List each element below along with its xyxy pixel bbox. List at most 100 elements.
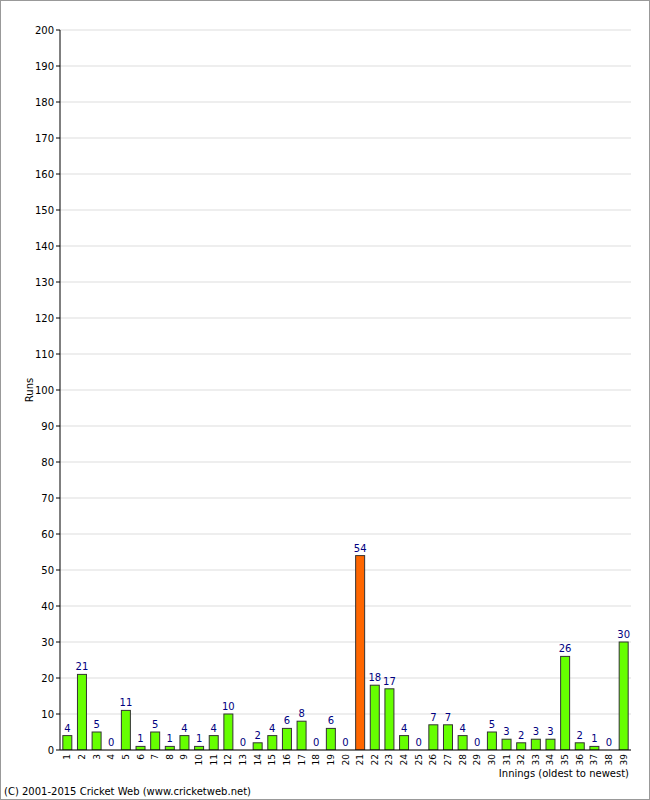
y-tick-label: 0 bbox=[48, 745, 54, 756]
data-label: 1 bbox=[591, 733, 597, 744]
x-tick-label: 26 bbox=[428, 754, 438, 766]
data-label: 3 bbox=[503, 726, 509, 737]
data-label: 3 bbox=[547, 726, 553, 737]
x-tick-label: 32 bbox=[516, 754, 526, 765]
x-tick-label: 11 bbox=[209, 754, 219, 765]
bar bbox=[561, 656, 570, 750]
grid-line bbox=[60, 246, 631, 247]
data-label: 26 bbox=[559, 643, 572, 654]
y-tick bbox=[56, 714, 60, 715]
y-tick-label: 140 bbox=[35, 241, 54, 252]
data-label: 0 bbox=[474, 737, 480, 748]
data-label: 1 bbox=[167, 733, 173, 744]
x-tick-label: 36 bbox=[575, 754, 585, 766]
y-tick-label: 170 bbox=[35, 133, 54, 144]
x-tick-label: 13 bbox=[238, 754, 248, 765]
x-tick-label: 35 bbox=[560, 754, 570, 765]
y-tick-label: 160 bbox=[35, 169, 54, 180]
y-tick bbox=[56, 678, 60, 679]
grid-line bbox=[60, 534, 631, 535]
frame bbox=[1, 1, 650, 800]
bar bbox=[546, 739, 555, 750]
grid-line bbox=[60, 426, 631, 427]
data-label: 2 bbox=[518, 730, 524, 741]
data-label: 21 bbox=[76, 661, 89, 672]
y-tick-label: 120 bbox=[35, 313, 54, 324]
data-label: 0 bbox=[342, 737, 348, 748]
bar bbox=[77, 674, 86, 750]
y-tick-label: 50 bbox=[41, 565, 54, 576]
bar bbox=[92, 732, 101, 750]
data-label: 8 bbox=[298, 708, 304, 719]
bar bbox=[385, 689, 394, 750]
y-tick-label: 180 bbox=[35, 97, 54, 108]
data-label: 54 bbox=[354, 543, 367, 554]
y-tick bbox=[56, 246, 60, 247]
y-tick-label: 10 bbox=[41, 709, 54, 720]
y-tick-label: 100 bbox=[35, 385, 54, 396]
bar bbox=[531, 739, 540, 750]
data-label: 7 bbox=[445, 712, 451, 723]
bar bbox=[443, 725, 452, 750]
y-tick bbox=[56, 30, 60, 31]
bar bbox=[180, 736, 189, 750]
data-label: 2 bbox=[577, 730, 583, 741]
y-tick-label: 20 bbox=[41, 673, 54, 684]
bar bbox=[487, 732, 496, 750]
grid-line bbox=[60, 750, 631, 751]
grid-line bbox=[60, 282, 631, 283]
bar bbox=[253, 743, 262, 750]
x-tick-label: 29 bbox=[472, 754, 482, 766]
bar bbox=[282, 728, 291, 750]
bar bbox=[224, 714, 233, 750]
data-label: 6 bbox=[328, 715, 334, 726]
bar bbox=[502, 739, 511, 750]
y-tick-label: 90 bbox=[41, 421, 54, 432]
data-label: 6 bbox=[284, 715, 290, 726]
y-tick bbox=[56, 462, 60, 463]
data-label: 1 bbox=[137, 733, 143, 744]
data-label: 11 bbox=[120, 697, 133, 708]
x-tick-label: 10 bbox=[194, 754, 204, 766]
data-label: 4 bbox=[401, 723, 407, 734]
bar bbox=[590, 746, 599, 750]
bar bbox=[429, 725, 438, 750]
x-tick-label: 33 bbox=[531, 754, 541, 765]
y-tick bbox=[56, 426, 60, 427]
bar bbox=[297, 721, 306, 750]
bar bbox=[165, 746, 174, 750]
data-label: 4 bbox=[269, 723, 275, 734]
x-tick-label: 14 bbox=[253, 754, 263, 766]
y-tick-label: 130 bbox=[35, 277, 54, 288]
grid-line bbox=[60, 318, 631, 319]
y-axis bbox=[60, 30, 61, 750]
grid-line bbox=[60, 354, 631, 355]
y-axis-label: Runs bbox=[24, 378, 35, 402]
x-tick-label: 22 bbox=[370, 754, 380, 765]
x-tick-label: 2 bbox=[77, 754, 87, 760]
y-tick bbox=[56, 606, 60, 607]
bar bbox=[517, 743, 526, 750]
x-tick-label: 17 bbox=[297, 754, 307, 765]
grid-line bbox=[60, 678, 631, 679]
x-tick-label: 34 bbox=[545, 754, 555, 766]
bar bbox=[619, 642, 628, 750]
x-tick-label: 1 bbox=[62, 754, 72, 760]
x-tick-label: 27 bbox=[443, 754, 453, 765]
bar bbox=[575, 743, 584, 750]
x-tick-label: 23 bbox=[384, 754, 394, 765]
bar bbox=[458, 736, 467, 750]
x-tick-label: 30 bbox=[487, 754, 497, 766]
x-tick-label: 15 bbox=[267, 754, 277, 765]
data-label: 0 bbox=[313, 737, 319, 748]
data-label: 0 bbox=[606, 737, 612, 748]
bar bbox=[356, 556, 365, 750]
y-tick-label: 190 bbox=[35, 61, 54, 72]
bar bbox=[136, 746, 145, 750]
grid-line bbox=[60, 570, 631, 571]
data-label: 0 bbox=[416, 737, 422, 748]
x-tick-label: 7 bbox=[150, 754, 160, 760]
bar bbox=[195, 746, 204, 750]
grid-line bbox=[60, 138, 631, 139]
data-label: 2 bbox=[254, 730, 260, 741]
